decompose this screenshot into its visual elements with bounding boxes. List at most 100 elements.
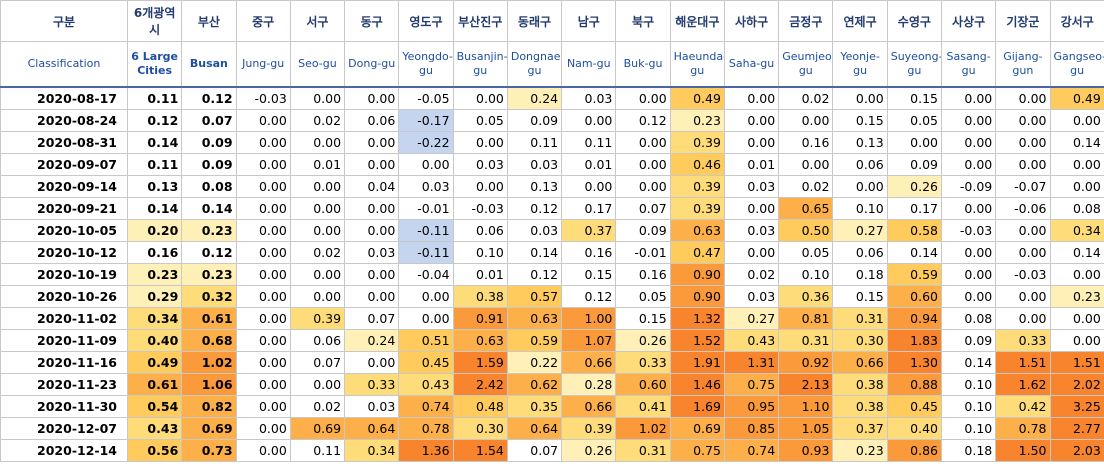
table-row: 2020-08-17 0.11 0.12 -0.03 0.00 0.00 -0.05 0.00… [0,86,1104,110]
value-cell: 0.64 [506,417,563,440]
value-cell: 0.00 [289,219,346,242]
column-header: 기장군 [995,0,1051,42]
value-cell: 0.59 [506,329,563,352]
value-cell: 0.02 [289,395,346,418]
value-cell: 0.00 [940,86,997,110]
value-cell: 0.39 [669,197,725,220]
value-cell: 0.00 [561,175,617,198]
value-cell: 0.60 [886,285,942,308]
column-header-en: Gangseo-gu [1049,41,1104,88]
value-cell: 0.00 [1049,329,1104,352]
value-cell: 1.59 [452,351,508,374]
value-cell: 0.00 [344,263,400,286]
value-cell: 0.00 [995,219,1051,242]
value-cell: 0.00 [995,241,1051,264]
value-cell: 0.38 [832,373,888,396]
value-cell: 0.94 [886,307,942,330]
value-cell: 0.62 [506,373,563,396]
date-cell: 2020-08-31 [0,131,128,154]
column-header-en: Busanjin-gu [452,41,508,88]
date-cell: 2020-10-05 [0,219,128,242]
column-header-en: Busan [181,41,237,88]
value-cell: 0.60 [615,373,671,396]
value-cell: 0.82 [181,395,237,418]
value-cell: 0.09 [940,329,997,352]
column-header: 영도구 [398,0,454,42]
value-cell: -0.11 [398,219,454,242]
value-cell: 0.31 [778,329,834,352]
value-cell: 0.27 [832,219,888,242]
value-cell: 0.10 [940,417,997,440]
value-cell: 0.00 [344,285,400,308]
value-cell: 0.54 [126,395,183,418]
table-row: 2020-12-07 0.43 0.69 0.00 0.69 0.64 0.78 0.30 0.… [0,417,1104,440]
value-cell: 0.92 [778,351,834,374]
column-header-en: Haeundae-gu [669,41,725,88]
value-cell: 0.00 [235,219,291,242]
value-cell: -0.09 [940,175,997,198]
value-cell: 0.26 [886,175,942,198]
value-cell: 0.00 [723,197,780,220]
value-cell: 0.09 [181,153,237,176]
value-cell: 3.25 [1049,395,1104,418]
value-cell: 0.73 [181,439,237,462]
column-header-en: 6 Large Cities [126,41,183,88]
value-cell: 0.33 [995,329,1051,352]
value-cell: 0.00 [235,131,291,154]
value-cell: 0.34 [344,439,400,462]
value-cell: 0.03 [506,219,563,242]
value-cell: 0.36 [778,285,834,308]
column-header-en: Nam-gu [561,41,617,88]
value-cell: 1.00 [561,307,617,330]
value-cell: 0.09 [615,219,671,242]
value-cell: 0.00 [832,175,888,198]
date-cell: 2020-09-14 [0,175,128,198]
value-cell: 0.00 [452,86,508,110]
column-header: 수영구 [886,0,942,42]
column-header-en: Gijang-gun [995,41,1051,88]
column-header-en: Buk-gu [615,41,671,88]
value-cell: 0.00 [940,153,997,176]
value-cell: 0.00 [778,109,834,132]
value-cell: 0.14 [886,241,942,264]
value-cell: 0.00 [289,373,346,396]
value-cell: 0.03 [398,175,454,198]
value-cell: 0.00 [289,131,346,154]
value-cell: 0.00 [289,197,346,220]
value-cell: 0.30 [832,329,888,352]
value-cell: 0.93 [778,439,834,462]
value-cell: 0.64 [344,417,400,440]
value-cell: 0.00 [940,241,997,264]
value-cell: 1.69 [669,395,725,418]
value-cell: 1.91 [669,351,725,374]
value-cell: -0.07 [995,175,1051,198]
value-cell: 0.34 [1049,219,1104,242]
value-cell: 1.50 [995,439,1051,462]
value-cell: 0.34 [126,307,183,330]
date-cell: 2020-11-23 [0,373,128,396]
value-cell: 0.03 [344,241,400,264]
value-cell: 0.00 [235,307,291,330]
table-row: 2020-10-12 0.16 0.12 0.00 0.02 0.03 -0.11 0.10 0… [0,241,1104,264]
column-header: 금정구 [778,0,834,42]
value-cell: 0.30 [452,417,508,440]
table-row: 2020-10-26 0.29 0.32 0.00 0.00 0.00 0.00 0.38 0.… [0,285,1104,308]
header-korean: 구분 6개광역시 부산 중구 서구 동구 영도구 부산진구 동래구 남구 북구 해운대구 사하구 금정구 연… [0,0,1104,42]
value-cell: 0.00 [452,131,508,154]
value-cell: 0.00 [940,263,997,286]
value-cell: 0.63 [669,219,725,242]
date-cell: 2020-12-07 [0,417,128,440]
value-cell: 0.18 [940,439,997,462]
table-row: 2020-10-19 0.23 0.23 0.00 0.00 0.00 -0.04 0.01 0… [0,263,1104,286]
value-cell: 0.00 [995,86,1051,110]
value-cell: 0.74 [723,439,780,462]
value-cell: 0.00 [886,131,942,154]
value-cell: 0.00 [398,307,454,330]
value-cell: 0.00 [235,329,291,352]
column-header: 북구 [615,0,671,42]
value-cell: 0.13 [506,175,563,198]
value-cell: 0.78 [995,417,1051,440]
value-cell: 0.02 [289,109,346,132]
